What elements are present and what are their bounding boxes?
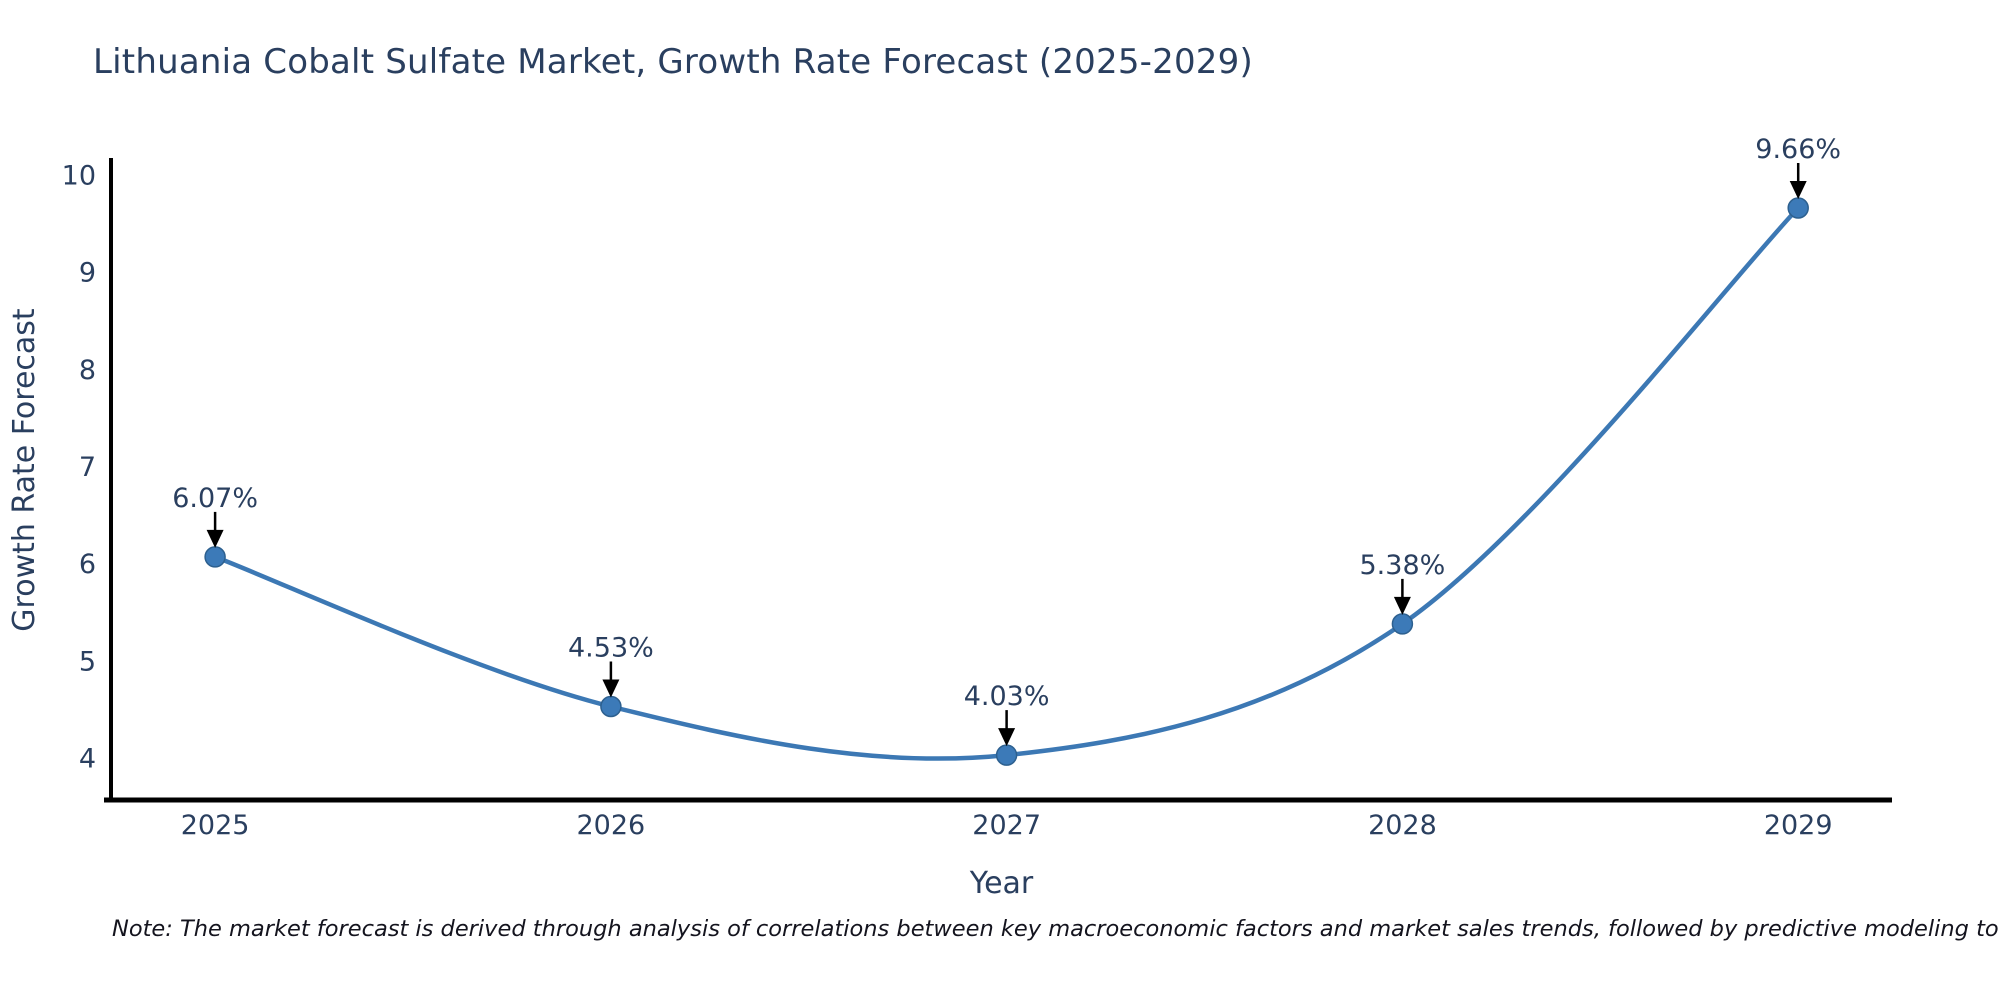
data-point-marker <box>600 695 622 718</box>
y-tick-label: 5 <box>79 646 96 677</box>
point-annotation: 6.07% <box>172 483 258 548</box>
data-point-marker <box>204 546 226 568</box>
y-tick-label: 6 <box>79 549 96 580</box>
x-axis-title: Year <box>969 866 1034 901</box>
data-point-marker <box>1787 197 1809 219</box>
y-tick-label: 7 <box>79 452 96 483</box>
annotation-arrow-head <box>998 728 1016 747</box>
x-tick-label: 2028 <box>1368 810 1437 841</box>
annotation-value-label: 5.38% <box>1360 550 1446 581</box>
y-axis-title: Growth Rate Forecast <box>7 308 42 632</box>
data-point-marker <box>1391 613 1414 635</box>
x-tick-label: 2025 <box>181 810 250 841</box>
annotation-arrow-head <box>602 679 620 698</box>
x-tick-label: 2026 <box>577 810 646 841</box>
y-tick-label: 10 <box>62 161 96 192</box>
annotation-arrow-head <box>1789 181 1807 199</box>
chart-footnote: Note: The market forecast is derived thr… <box>112 916 2000 942</box>
annotation-value-label: 4.03% <box>964 681 1050 712</box>
annotation-arrow-head <box>206 529 224 548</box>
annotation-value-label: 4.53% <box>568 633 654 664</box>
point-annotation: 5.38% <box>1360 550 1446 615</box>
point-annotation: 4.53% <box>568 633 654 698</box>
y-tick-label: 8 <box>79 355 96 386</box>
point-annotation: 4.03% <box>964 681 1050 747</box>
data-point-marker <box>995 744 1018 766</box>
chart-title: Lithuania Cobalt Sulfate Market, Growth … <box>93 42 1253 82</box>
point-annotation: 9.66% <box>1755 134 1841 199</box>
y-tick-label: 4 <box>79 744 96 775</box>
y-tick-label: 9 <box>79 258 96 289</box>
annotation-value-label: 9.66% <box>1755 134 1841 165</box>
forecast-spline-line <box>212 205 1801 761</box>
annotation-arrow-head <box>1393 596 1411 615</box>
x-tick-label: 2027 <box>972 810 1041 841</box>
x-tick-label: 2029 <box>1764 810 1833 841</box>
annotation-value-label: 6.07% <box>172 483 258 514</box>
